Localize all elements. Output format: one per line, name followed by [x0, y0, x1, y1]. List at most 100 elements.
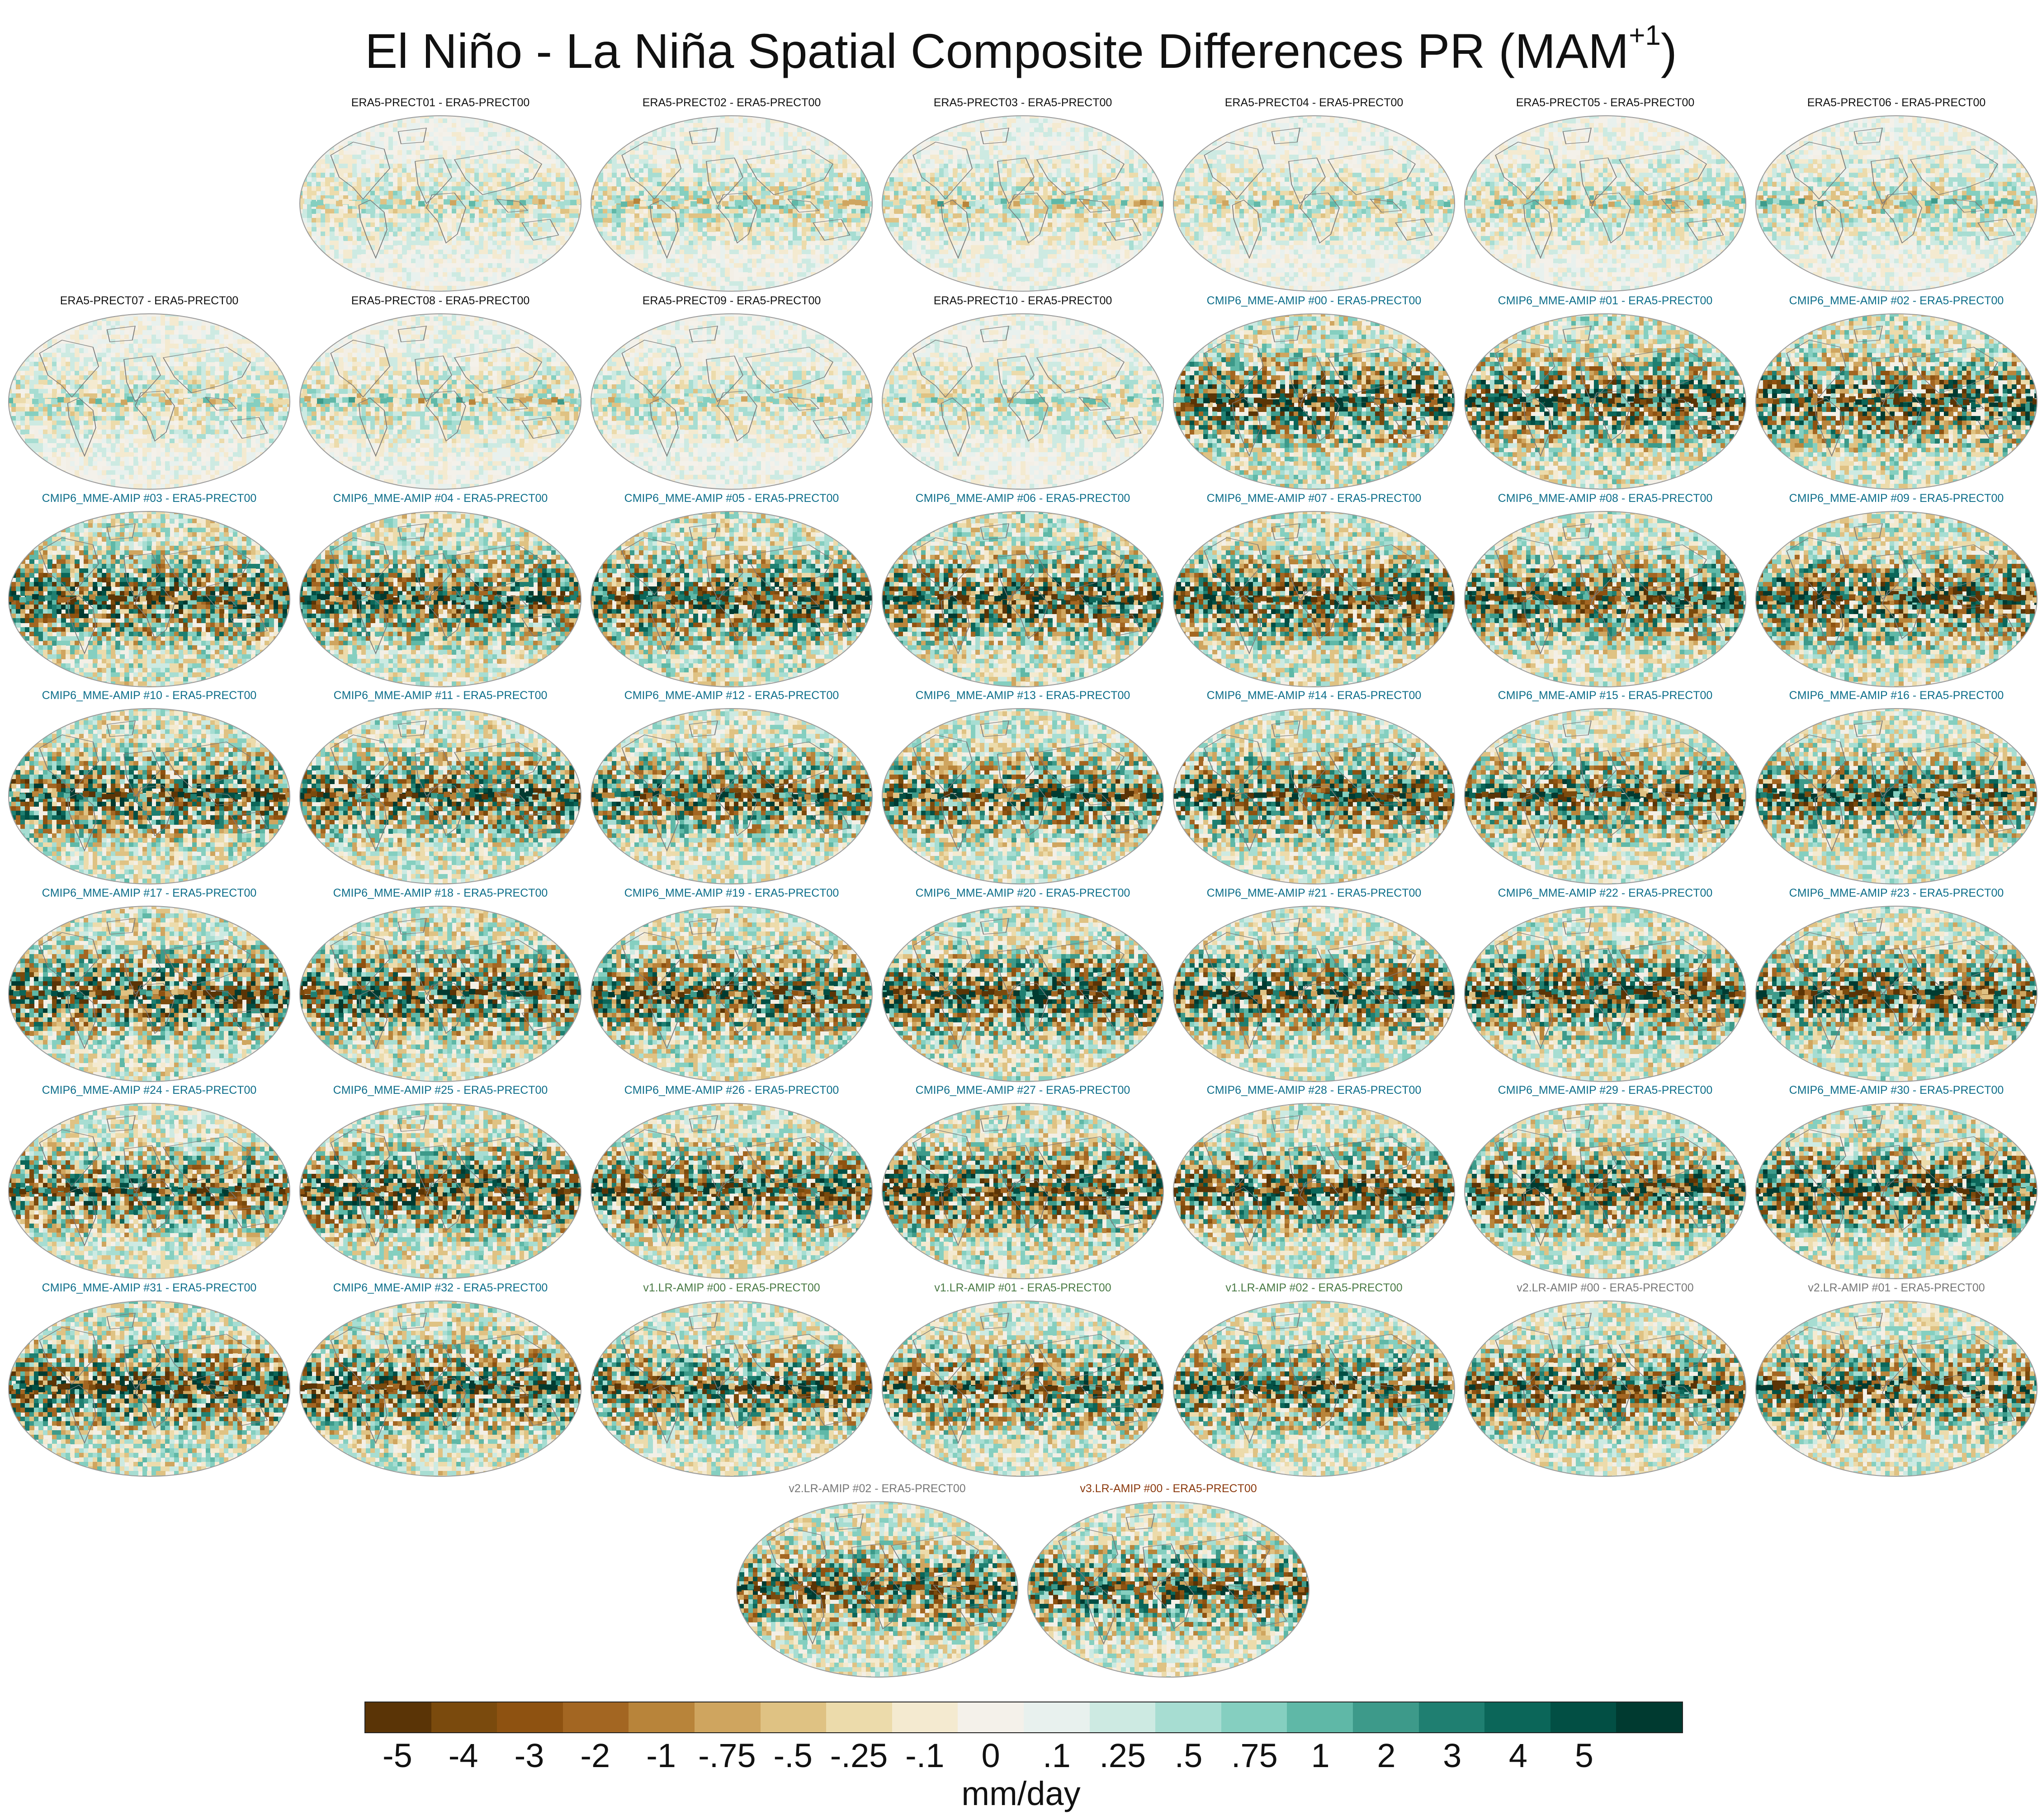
map-panel: CMIP6_MME-AMIP #14 - ERA5-PRECT00 [1172, 689, 1456, 887]
map-panel: CMIP6_MME-AMIP #22 - ERA5-PRECT00 [1463, 886, 1748, 1084]
precipitation-difference-map [880, 1299, 1165, 1478]
precipitation-difference-map [7, 510, 292, 689]
map-panel-title: CMIP6_MME-AMIP #24 - ERA5-PRECT00 [7, 1083, 292, 1097]
map-panel: v1.LR-AMIP #02 - ERA5-PRECT00 [1172, 1281, 1456, 1479]
colorbar-swatch [1353, 1702, 1419, 1732]
map-panel: ERA5-PRECT04 - ERA5-PRECT00 [1172, 96, 1456, 294]
map-panel-title: CMIP6_MME-AMIP #13 - ERA5-PRECT00 [880, 689, 1165, 702]
map-panel-title: ERA5-PRECT01 - ERA5-PRECT00 [298, 96, 583, 109]
map-panel: CMIP6_MME-AMIP #21 - ERA5-PRECT00 [1172, 886, 1456, 1084]
colorbar-tick-label: 5 [1575, 1735, 1593, 1776]
map-panel: v2.LR-AMIP #02 - ERA5-PRECT00 [735, 1482, 1020, 1680]
map-panel-title: CMIP6_MME-AMIP #15 - ERA5-PRECT00 [1463, 689, 1748, 702]
map-panel-title: CMIP6_MME-AMIP #27 - ERA5-PRECT00 [880, 1083, 1165, 1097]
map-panel: CMIP6_MME-AMIP #18 - ERA5-PRECT00 [298, 886, 583, 1084]
colorbar-tick-labels: -5 -4 -3 -2 -1 -.75 -.5 -.25 -.1 0.1.25.5.75 1 2 3 4 5 [364, 1735, 1683, 1776]
colorbar-swatch [1550, 1702, 1617, 1732]
precipitation-difference-map [1463, 1299, 1748, 1478]
colorbar-tick-label: -1 [646, 1735, 676, 1776]
map-panel-title: CMIP6_MME-AMIP #29 - ERA5-PRECT00 [1463, 1083, 1748, 1097]
map-panel: CMIP6_MME-AMIP #31 - ERA5-PRECT00 [7, 1281, 292, 1479]
map-panel-title: CMIP6_MME-AMIP #28 - ERA5-PRECT00 [1172, 1083, 1456, 1097]
colorbar-swatch [1221, 1702, 1287, 1732]
colorbar-tick-label: 0 [982, 1735, 1000, 1776]
map-panel: CMIP6_MME-AMIP #01 - ERA5-PRECT00 [1463, 294, 1748, 492]
colorbar-tick-label: -.5 [774, 1735, 813, 1776]
map-panel: CMIP6_MME-AMIP #30 - ERA5-PRECT00 [1754, 1083, 2039, 1281]
precipitation-difference-map [880, 510, 1165, 689]
precipitation-difference-map [1172, 312, 1456, 491]
colorbar [364, 1702, 1683, 1733]
map-panel: CMIP6_MME-AMIP #12 - ERA5-PRECT00 [589, 689, 874, 887]
map-panel-title: CMIP6_MME-AMIP #00 - ERA5-PRECT00 [1172, 294, 1456, 307]
map-panel: CMIP6_MME-AMIP #11 - ERA5-PRECT00 [298, 689, 583, 887]
map-panel: CMIP6_MME-AMIP #07 - ERA5-PRECT00 [1172, 492, 1456, 690]
colorbar-tick-label: -2 [580, 1735, 610, 1776]
map-panel-title: CMIP6_MME-AMIP #22 - ERA5-PRECT00 [1463, 886, 1748, 900]
colorbar-units-label: mm/day [0, 1773, 2042, 1814]
map-panel-title: CMIP6_MME-AMIP #03 - ERA5-PRECT00 [7, 492, 292, 505]
colorbar-tick-label: 2 [1377, 1735, 1395, 1776]
precipitation-difference-map [1754, 312, 2039, 491]
precipitation-difference-map [7, 1299, 292, 1478]
precipitation-difference-map [1026, 1500, 1311, 1679]
map-panel-title: ERA5-PRECT04 - ERA5-PRECT00 [1172, 96, 1456, 109]
precipitation-difference-map [589, 114, 874, 293]
map-panel: ERA5-PRECT08 - ERA5-PRECT00 [298, 294, 583, 492]
map-panel: CMIP6_MME-AMIP #26 - ERA5-PRECT00 [589, 1083, 874, 1281]
colorbar-tick-label: -4 [449, 1735, 478, 1776]
colorbar-swatch [365, 1702, 431, 1732]
map-panel: CMIP6_MME-AMIP #20 - ERA5-PRECT00 [880, 886, 1165, 1084]
map-panel: CMIP6_MME-AMIP #05 - ERA5-PRECT00 [589, 492, 874, 690]
map-panel: CMIP6_MME-AMIP #02 - ERA5-PRECT00 [1754, 294, 2039, 492]
map-panel: ERA5-PRECT06 - ERA5-PRECT00 [1754, 96, 2039, 294]
map-panel: v1.LR-AMIP #00 - ERA5-PRECT00 [589, 1281, 874, 1479]
map-panel: v2.LR-AMIP #01 - ERA5-PRECT00 [1754, 1281, 2039, 1479]
map-panel: ERA5-PRECT05 - ERA5-PRECT00 [1463, 96, 1748, 294]
precipitation-difference-map [1172, 904, 1456, 1083]
colorbar-swatch [761, 1702, 827, 1732]
map-panel-title: CMIP6_MME-AMIP #30 - ERA5-PRECT00 [1754, 1083, 2039, 1097]
precipitation-difference-map [1754, 1101, 2039, 1281]
precipitation-difference-map [1463, 510, 1748, 689]
map-panel: CMIP6_MME-AMIP #00 - ERA5-PRECT00 [1172, 294, 1456, 492]
map-panel-title: CMIP6_MME-AMIP #02 - ERA5-PRECT00 [1754, 294, 2039, 307]
map-panel: CMIP6_MME-AMIP #28 - ERA5-PRECT00 [1172, 1083, 1456, 1281]
colorbar-tick-label: -.1 [905, 1735, 944, 1776]
precipitation-difference-map [880, 312, 1165, 491]
precipitation-difference-map [589, 904, 874, 1083]
precipitation-difference-map [589, 312, 874, 491]
map-panel-title: v3.LR-AMIP #00 - ERA5-PRECT00 [1026, 1482, 1311, 1495]
precipitation-difference-map [298, 114, 583, 293]
colorbar-swatch [563, 1702, 629, 1732]
colorbar-swatch [1024, 1702, 1090, 1732]
colorbar-swatch [1155, 1702, 1221, 1732]
colorbar-swatch [1484, 1702, 1550, 1732]
precipitation-difference-map [589, 1299, 874, 1478]
colorbar-tick-label: -.25 [830, 1735, 888, 1776]
map-panel: CMIP6_MME-AMIP #03 - ERA5-PRECT00 [7, 492, 292, 690]
colorbar-tick-label: .5 [1175, 1735, 1203, 1776]
map-panel-title: ERA5-PRECT09 - ERA5-PRECT00 [589, 294, 874, 307]
precipitation-difference-map [589, 707, 874, 886]
colorbar-tick-label: .75 [1231, 1735, 1278, 1776]
precipitation-difference-map [7, 312, 292, 491]
precipitation-difference-map [1754, 1299, 2039, 1478]
map-panel: CMIP6_MME-AMIP #25 - ERA5-PRECT00 [298, 1083, 583, 1281]
map-panel: CMIP6_MME-AMIP #13 - ERA5-PRECT00 [880, 689, 1165, 887]
colorbar-tick-label: 4 [1509, 1735, 1527, 1776]
precipitation-difference-map [7, 1101, 292, 1281]
map-panel: ERA5-PRECT03 - ERA5-PRECT00 [880, 96, 1165, 294]
colorbar-tick-label: -5 [383, 1735, 412, 1776]
map-panel-title: CMIP6_MME-AMIP #01 - ERA5-PRECT00 [1463, 294, 1748, 307]
map-panel: CMIP6_MME-AMIP #19 - ERA5-PRECT00 [589, 886, 874, 1084]
map-panel-title: v1.LR-AMIP #00 - ERA5-PRECT00 [589, 1281, 874, 1295]
precipitation-difference-map [589, 1101, 874, 1281]
precipitation-difference-map [1463, 114, 1748, 293]
precipitation-difference-map [1463, 904, 1748, 1083]
map-panel-grid: ERA5-PRECT01 - ERA5-PRECT00 ERA5-PRECT02 … [0, 0, 2042, 1700]
map-panel-title: ERA5-PRECT05 - ERA5-PRECT00 [1463, 96, 1748, 109]
map-panel-title: ERA5-PRECT10 - ERA5-PRECT00 [880, 294, 1165, 307]
map-panel-title: ERA5-PRECT08 - ERA5-PRECT00 [298, 294, 583, 307]
map-panel: CMIP6_MME-AMIP #09 - ERA5-PRECT00 [1754, 492, 2039, 690]
